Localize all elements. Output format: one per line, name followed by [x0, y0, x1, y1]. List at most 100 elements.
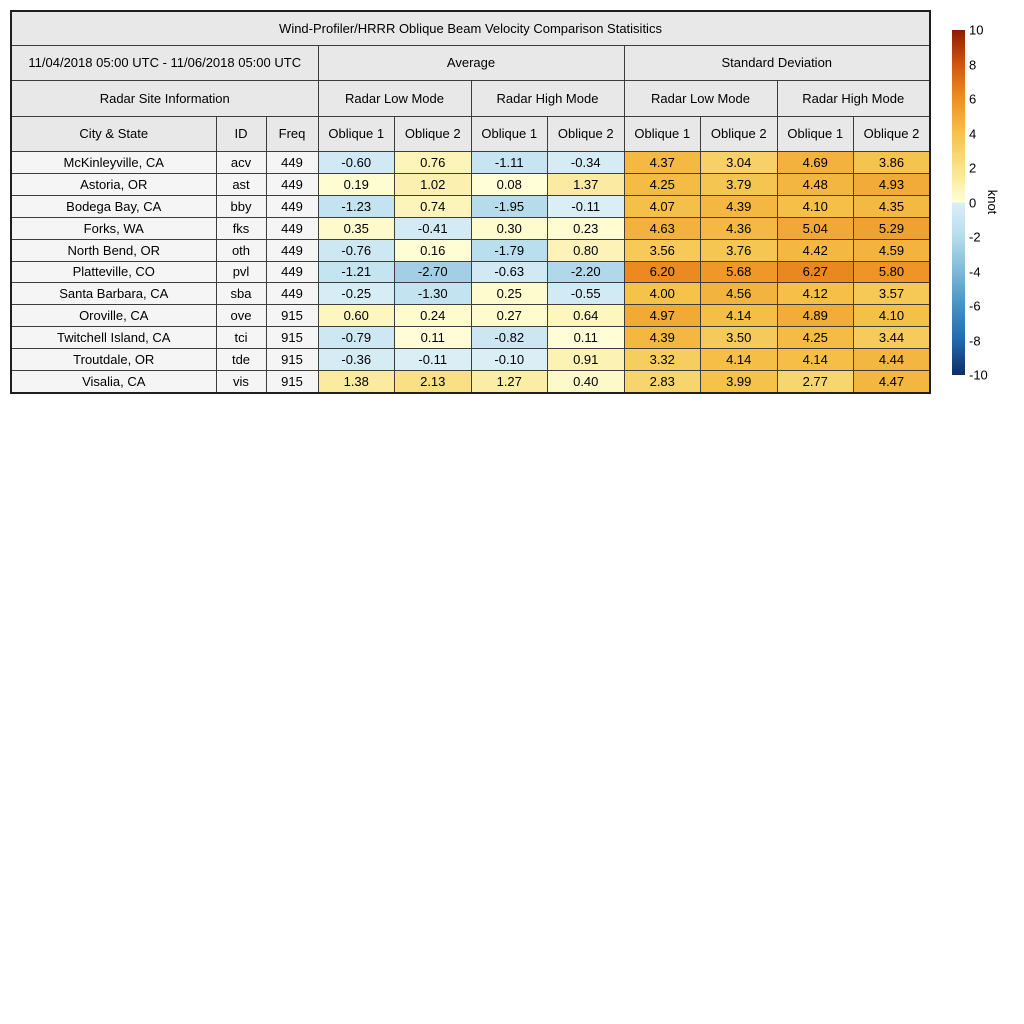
value-cell: 0.64: [547, 304, 625, 328]
value-cell: 4.25: [623, 173, 701, 196]
mode-header-std-low: Radar Low Mode: [623, 80, 778, 117]
column-header-oblique2: Oblique 2: [700, 115, 778, 153]
table-row: Troutdale, OR tde 915 -0.36 -0.11 -0.10 0.91 3.…: [10, 348, 931, 371]
value-cell: 4.56: [700, 282, 778, 306]
site-info-header: Radar Site Information: [10, 80, 319, 117]
value-cell: 4.12: [776, 282, 854, 306]
column-header-oblique2: Oblique 2: [394, 115, 472, 153]
value-cell: 3.04: [700, 151, 778, 175]
value-cell: 0.27: [470, 304, 548, 328]
value-cell: 3.86: [853, 151, 931, 175]
date-range: 11/04/2018 05:00 UTC - 11/06/2018 05:00 …: [10, 44, 319, 82]
value-cell: 5.29: [853, 216, 931, 240]
value-cell: 6.27: [776, 260, 854, 284]
city-cell: Forks, WA: [10, 216, 217, 240]
value-cell: -1.79: [470, 238, 548, 262]
freq-cell: 915: [265, 369, 319, 394]
value-cell: -1.21: [317, 260, 395, 284]
value-cell: 0.19: [317, 173, 395, 196]
value-cell: 1.27: [470, 369, 548, 394]
column-header-oblique1: Oblique 1: [623, 115, 701, 153]
value-cell: 4.93: [853, 173, 931, 196]
value-cell: 4.14: [776, 348, 854, 371]
colorbar-tick-label: -10: [969, 367, 988, 383]
value-cell: 4.97: [623, 304, 701, 328]
value-cell: 4.42: [776, 238, 854, 262]
value-cell: 3.56: [623, 238, 701, 262]
value-cell: -1.95: [470, 194, 548, 218]
title-row: Wind-Profiler/HRRR Oblique Beam Velocity…: [10, 10, 931, 46]
site-id-cell: tci: [215, 326, 267, 349]
value-cell: -1.30: [394, 282, 472, 306]
value-cell: 4.25: [776, 326, 854, 349]
table-row: Platteville, CO pvl 449 -1.21 -2.70 -0.63 -2.2…: [10, 260, 931, 284]
value-cell: -0.60: [317, 151, 395, 175]
table-row: Twitchell Island, CA tci 915 -0.79 0.11 -0.82…: [10, 326, 931, 349]
freq-cell: 449: [265, 216, 319, 240]
value-cell: 3.50: [700, 326, 778, 349]
colorbar-tick-label: -8: [969, 333, 981, 348]
value-cell: 0.11: [394, 326, 472, 349]
column-header-id: ID: [215, 115, 267, 153]
city-cell: Twitchell Island, CA: [10, 326, 217, 349]
value-cell: 4.35: [853, 194, 931, 218]
column-header-oblique2: Oblique 2: [547, 115, 625, 153]
table-row: McKinleyville, CA acv 449 -0.60 0.76 -1.11 -0.…: [10, 151, 931, 175]
value-cell: 4.69: [776, 151, 854, 175]
city-cell: Oroville, CA: [10, 304, 217, 328]
column-header-oblique1: Oblique 1: [317, 115, 395, 153]
column-header-oblique2: Oblique 2: [853, 115, 931, 153]
stats-table: Wind-Profiler/HRRR Oblique Beam Velocity…: [10, 10, 931, 394]
colorbar-unit-label: knot: [985, 189, 1000, 215]
value-cell: 3.44: [853, 326, 931, 349]
value-cell: -0.36: [317, 348, 395, 371]
value-cell: 3.76: [700, 238, 778, 262]
value-cell: 0.76: [394, 151, 472, 175]
value-cell: 0.25: [470, 282, 548, 306]
city-cell: Santa Barbara, CA: [10, 282, 217, 306]
value-cell: 3.57: [853, 282, 931, 306]
value-cell: 4.39: [700, 194, 778, 218]
column-header-row: City & State ID Freq Oblique 1 Oblique 2…: [10, 115, 931, 153]
value-cell: 4.44: [853, 348, 931, 371]
freq-cell: 449: [265, 238, 319, 262]
value-cell: 2.77: [776, 369, 854, 394]
colorbar-tick-label: 8: [969, 57, 977, 72]
table-title: Wind-Profiler/HRRR Oblique Beam Velocity…: [10, 10, 931, 46]
colorbar-tick-label: 10: [969, 22, 984, 38]
column-header-oblique1: Oblique 1: [470, 115, 548, 153]
value-cell: 4.07: [623, 194, 701, 218]
group-header-average: Average: [317, 44, 625, 82]
mode-header-avg-high: Radar High Mode: [470, 80, 625, 117]
value-cell: 1.37: [547, 173, 625, 196]
value-cell: 0.30: [470, 216, 548, 240]
site-id-cell: pvl: [215, 260, 267, 284]
colorbar-tick-label: -2: [969, 229, 981, 245]
colorbar-tick-label: 2: [969, 160, 977, 176]
site-id-cell: oth: [215, 238, 267, 262]
value-cell: 4.89: [776, 304, 854, 328]
value-cell: 0.91: [547, 348, 625, 371]
city-cell: Platteville, CO: [10, 260, 217, 284]
value-cell: 0.16: [394, 238, 472, 262]
site-id-cell: sba: [215, 282, 267, 306]
value-cell: 4.39: [623, 326, 701, 349]
value-cell: -0.63: [470, 260, 548, 284]
value-cell: 0.08: [470, 173, 548, 196]
city-cell: Bodega Bay, CA: [10, 194, 217, 218]
group-header-row: 11/04/2018 05:00 UTC - 11/06/2018 05:00 …: [10, 44, 931, 82]
freq-cell: 449: [265, 282, 319, 306]
column-header-freq: Freq: [265, 115, 319, 153]
site-id-cell: ove: [215, 304, 267, 328]
city-cell: Visalia, CA: [10, 369, 217, 394]
value-cell: 0.40: [547, 369, 625, 394]
freq-cell: 915: [265, 326, 319, 349]
value-cell: -1.11: [470, 151, 548, 175]
value-cell: -0.82: [470, 326, 548, 349]
column-header-city-state: City & State: [10, 115, 217, 153]
value-cell: 0.60: [317, 304, 395, 328]
value-cell: -1.23: [317, 194, 395, 218]
value-cell: -0.10: [470, 348, 548, 371]
city-cell: Astoria, OR: [10, 173, 217, 196]
